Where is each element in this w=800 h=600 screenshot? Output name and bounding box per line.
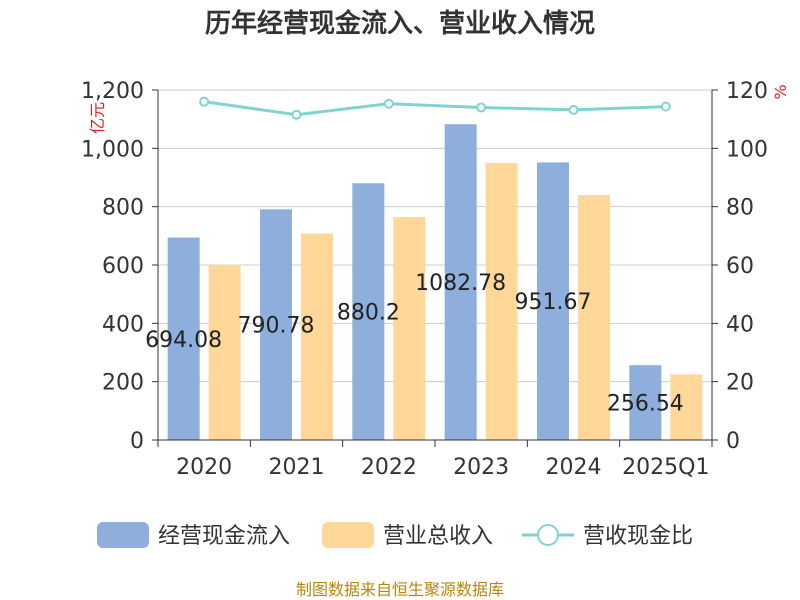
y-tick-label: 800 — [102, 196, 144, 221]
bar-revenue — [670, 374, 703, 440]
legend: 经营现金流入 营业总收入 营收现金比 — [97, 522, 693, 549]
y2-tick-label: 60 — [726, 254, 754, 279]
bars — [167, 124, 703, 441]
axes: 0 200 400 600 800 1,000 1,200 0 20 40 60 80 100 120 20… — [81, 79, 768, 480]
y2-tick-label: 80 — [726, 196, 754, 221]
bar-revenue — [393, 217, 426, 440]
ratio-point — [660, 101, 671, 112]
x-tick-label: 2022 — [361, 455, 417, 480]
legend-marker-ratio — [537, 524, 559, 546]
legend-label-cash-inflow: 经营现金流入 — [158, 524, 290, 549]
left-axis-unit: 亿元 — [88, 102, 107, 134]
bar-revenue — [301, 233, 333, 440]
y-tick-label: 400 — [102, 312, 144, 337]
bar-revenue — [485, 162, 518, 440]
data-label-cash-inflow: 694.08 — [145, 328, 222, 353]
x-tick-label: 2024 — [546, 455, 602, 480]
data-label-cash-inflow: 951.67 — [515, 290, 592, 315]
ratio-point — [383, 98, 394, 109]
bar-revenue — [578, 195, 610, 440]
y2-tick-label: 120 — [726, 79, 768, 104]
ratio-point — [291, 109, 302, 120]
gridlines — [158, 89, 712, 383]
x-tick-label: 2025Q1 — [622, 455, 709, 480]
bar-cash-inflow — [352, 183, 385, 440]
y-tick-label: 200 — [102, 371, 144, 396]
bar-cash-inflow — [260, 209, 292, 440]
y2-tick-label: 100 — [726, 137, 768, 162]
x-tick-label: 2023 — [453, 455, 509, 480]
right-axis-unit: % — [771, 84, 790, 99]
ratio-line — [199, 96, 671, 120]
bar-cash-inflow — [167, 237, 200, 440]
legend-swatch-revenue — [322, 522, 374, 548]
x-tick-label: 2020 — [176, 455, 232, 480]
y2-tick-label: 40 — [726, 312, 754, 337]
y-tick-label: 0 — [130, 429, 144, 454]
bar-revenue — [208, 265, 241, 440]
chart-title: 历年经营现金流入、营业收入情况 — [205, 8, 595, 39]
data-label-cash-inflow: 790.78 — [238, 314, 315, 339]
data-label-cash-inflow: 256.54 — [607, 392, 684, 417]
ratio-point — [199, 96, 210, 107]
data-label-cash-inflow: 880.2 — [337, 301, 400, 326]
x-tick-label: 2021 — [269, 455, 325, 480]
legend-label-ratio: 营收现金比 — [583, 524, 693, 549]
data-label-cash-inflow: 1082.78 — [415, 271, 506, 296]
ratio-point — [568, 104, 579, 115]
y2-tick-label: 0 — [726, 429, 740, 454]
y-tick-label: 1,200 — [81, 79, 144, 104]
ratio-point — [476, 102, 487, 113]
y2-tick-label: 20 — [726, 371, 754, 396]
bar-cash-inflow — [629, 365, 662, 440]
y-tick-label: 600 — [102, 254, 144, 279]
ratio-line-path — [203, 100, 666, 117]
bar-cash-inflow — [444, 124, 477, 441]
source-note: 制图数据来自恒生聚源数据库 — [296, 580, 504, 599]
legend-label-revenue: 营业总收入 — [383, 524, 493, 549]
legend-swatch-cash-inflow — [97, 522, 149, 548]
data-labels: 694.08 790.78 880.2 1082.78 951.67 256.54 — [145, 271, 684, 416]
y-tick-label: 1,000 — [81, 137, 144, 162]
bar-cash-inflow — [537, 162, 569, 441]
